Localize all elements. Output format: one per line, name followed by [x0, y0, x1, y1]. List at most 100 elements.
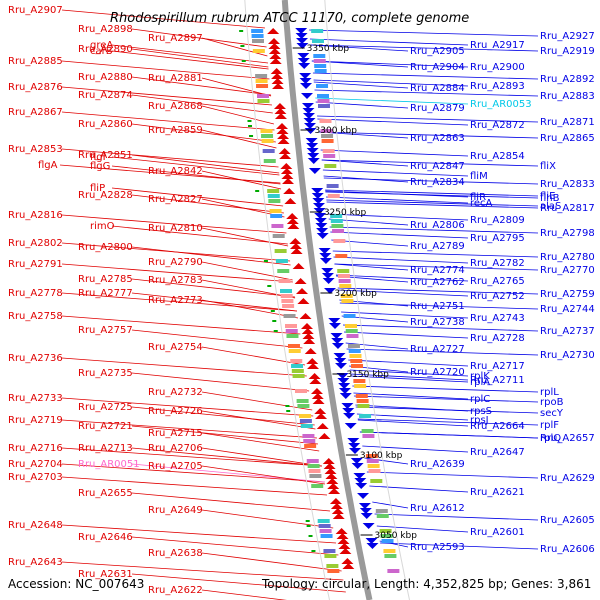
right-gene-arrow: [328, 323, 341, 329]
left-leader-line: [61, 524, 337, 544]
right-leader-line: [329, 226, 539, 234]
right-cog-bar: [361, 429, 374, 433]
right-gene-label: Rru_A2770: [540, 265, 595, 276]
right-cog-bar: [338, 279, 351, 283]
right-leader-line: [362, 445, 469, 453]
left-leader-line: [201, 391, 313, 411]
left-leader-line: [61, 111, 275, 131]
left-leader-line: [111, 156, 280, 176]
left-gene-arrow: [297, 298, 310, 304]
right-gene-label: Rru_A2871: [540, 117, 595, 128]
left-cog-bar: [285, 329, 298, 333]
right-gene-label: Rru_A2795: [470, 233, 525, 244]
left-gene-arrow: [315, 413, 328, 419]
right-gene-label: Rru_A2737: [540, 326, 595, 337]
left-gene-label: Rru_A2758: [8, 311, 63, 322]
gc-marker: [286, 410, 291, 412]
right-leader-line: [326, 201, 539, 209]
left-gene-arrow: [335, 528, 348, 534]
left-cog-bar: [299, 414, 312, 418]
left-cog-bar: [278, 279, 291, 283]
left-gene-arrow: [309, 378, 322, 384]
left-gene-label: Rru_A2655: [78, 488, 133, 499]
right-leader-line: [334, 263, 539, 271]
right-gene-label: Rru_A2601: [470, 527, 525, 538]
right-cog-bar: [366, 459, 379, 463]
left-gene-arrow: [312, 398, 325, 404]
left-cog-bar: [257, 94, 270, 98]
right-leader-line: [353, 395, 539, 403]
right-gene-label: Rru_A2854: [470, 151, 525, 162]
left-leader-line: [201, 170, 282, 190]
right-gene-arrow: [351, 463, 364, 469]
left-leader-line: [201, 465, 326, 485]
left-cog-bar: [282, 304, 295, 308]
left-cog-bar: [299, 419, 312, 423]
right-gene-label: Rru_A2798: [540, 228, 595, 239]
right-gene-label: rplC: [470, 394, 490, 405]
right-gene-arrow: [307, 158, 320, 164]
left-gene-arrow: [282, 178, 295, 184]
right-gene-label: Rru_A2593: [410, 542, 465, 553]
left-cog-bar: [255, 79, 268, 83]
right-gene-label: Rru_A2863: [410, 133, 465, 144]
left-gene-label: Rru_A2631: [78, 569, 133, 580]
left-gene-arrow: [323, 463, 336, 469]
right-gene-label: Rru_A2905: [410, 46, 465, 57]
right-gene-label: alaS: [540, 201, 561, 212]
kbp-tick-label: 3250 kbp: [324, 208, 367, 218]
left-gene-arrow: [322, 458, 335, 464]
right-gene-arrow: [311, 188, 324, 194]
right-gene-arrow: [305, 138, 318, 144]
left-cog-bar: [291, 364, 304, 368]
right-gene-label: Rru_A2893: [470, 81, 525, 92]
right-leader-line: [317, 118, 469, 126]
left-gene-label: Rru_A2881: [148, 73, 203, 84]
right-cog-bar: [330, 219, 343, 223]
right-gene-arrow: [307, 153, 320, 159]
right-leader-line: [349, 369, 469, 377]
left-gene-label: Rru_A2732: [148, 387, 203, 398]
left-cog-bar: [280, 294, 293, 298]
left-cog-bar: [277, 269, 290, 273]
left-gene-label: Rru_A2778: [8, 288, 63, 299]
right-leader-line: [312, 72, 539, 80]
left-gene-arrow: [279, 153, 292, 159]
left-cog-bar: [269, 209, 282, 213]
inner-ring-line: [244, 0, 330, 600]
left-gene-label: Rru_A2735: [78, 368, 133, 379]
right-gene-label: rpoB: [540, 397, 564, 408]
right-leader-line: [325, 196, 469, 204]
left-gene-arrow: [296, 288, 308, 294]
left-cog-bar: [311, 484, 324, 488]
left-gene-label: Rru_A2643: [8, 557, 63, 568]
right-gene-arrow: [306, 148, 319, 154]
left-gene-arrow: [337, 538, 350, 544]
left-gene-arrow: [290, 248, 303, 254]
right-cog-bar: [317, 99, 330, 103]
left-gene-label: rimO: [90, 221, 115, 232]
right-leader-line: [339, 302, 539, 310]
left-leader-line: [131, 406, 315, 426]
right-gene-label: Rru_A2639: [410, 459, 465, 470]
left-gene-arrow: [280, 163, 293, 169]
left-gene-arrow: [278, 148, 291, 154]
left-cog-bar: [291, 369, 304, 373]
right-gene-arrow: [338, 388, 351, 394]
right-gene-arrow: [319, 258, 332, 264]
right-leader-line: [356, 413, 469, 421]
left-gene-arrow: [311, 393, 324, 399]
left-gene-label: greA: [90, 40, 113, 51]
left-leader-line: [131, 573, 346, 593]
right-gene-arrow: [308, 168, 321, 174]
right-gene-arrow: [331, 338, 344, 344]
right-gene-label: Rru_A2917: [470, 40, 525, 51]
left-cog-bar: [260, 129, 273, 133]
left-leader-line: [131, 278, 296, 298]
right-cog-bar: [381, 539, 394, 543]
right-gene-label: Rru_A2621: [470, 487, 525, 498]
right-leader-line: [315, 101, 409, 109]
right-cog-bar: [350, 359, 363, 363]
right-gene-arrow: [296, 43, 309, 49]
right-gene-arrow: [359, 508, 372, 514]
